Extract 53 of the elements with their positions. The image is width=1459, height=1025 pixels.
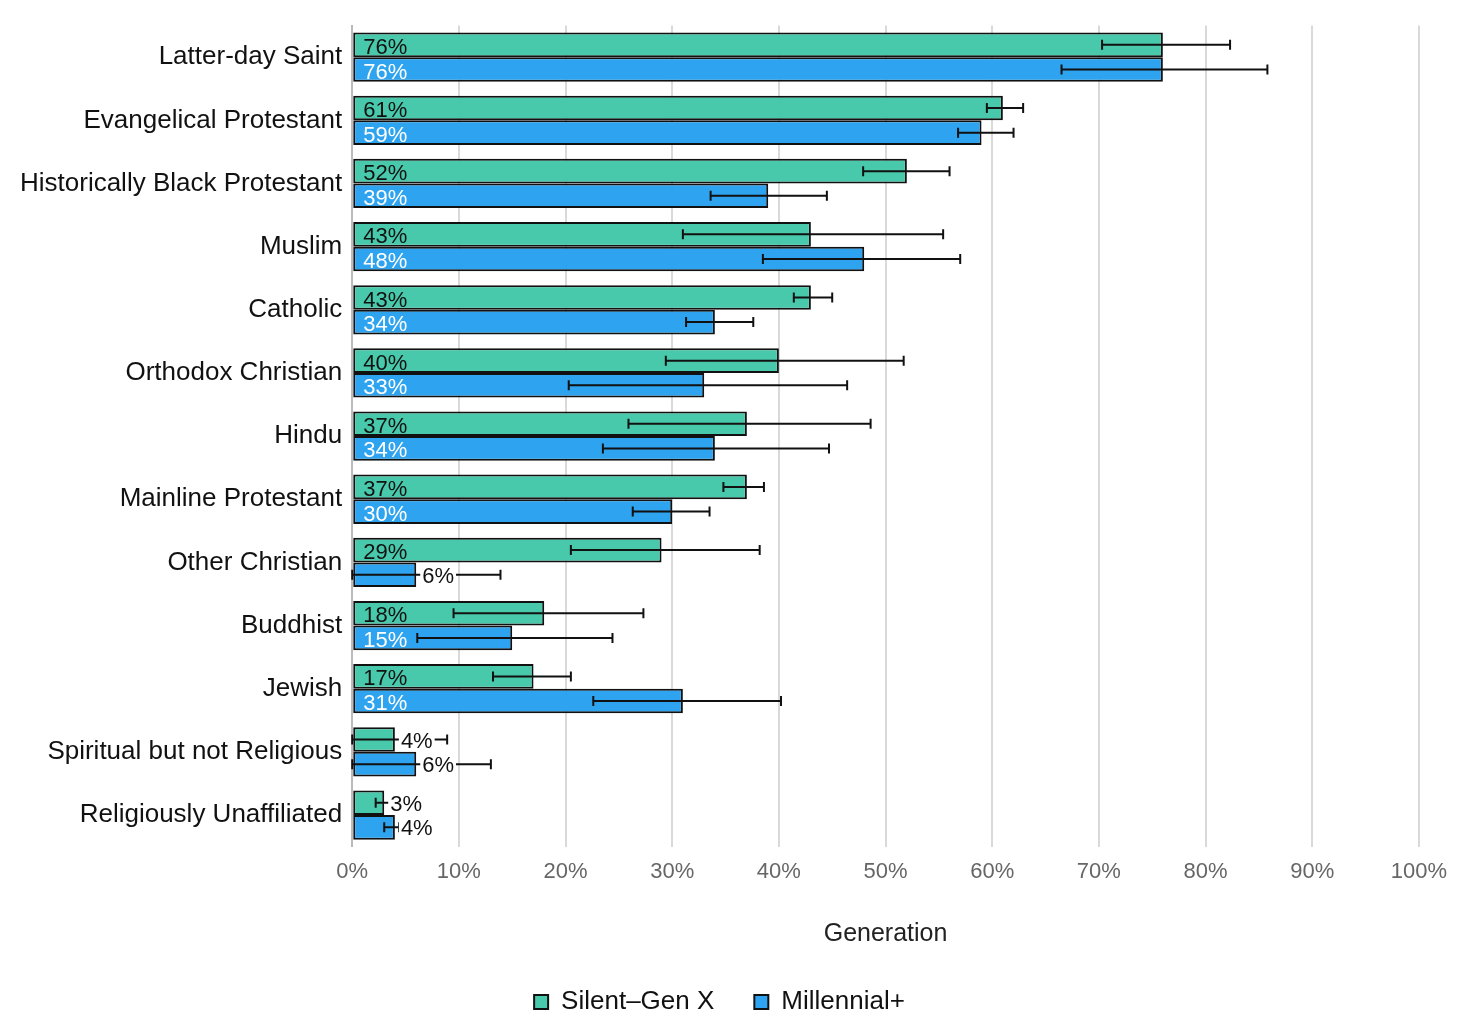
x-axis-title: Generation <box>823 917 948 946</box>
y-tick-label: Spiritual but not Religious <box>47 735 343 766</box>
y-tick-label: Muslim <box>259 229 343 260</box>
data-label: 17% <box>363 665 408 691</box>
x-tick-label: 40% <box>756 857 801 883</box>
y-tick-label: Jewish <box>262 671 343 702</box>
y-tick-label: Catholic <box>248 292 343 323</box>
x-tick-label: 70% <box>1076 857 1121 883</box>
y-tick-label: Mainline Protestant <box>119 482 343 513</box>
data-label: 18% <box>363 602 408 628</box>
data-label: 43% <box>363 223 408 249</box>
data-label: 40% <box>363 349 408 375</box>
y-tick-label: Other Christian <box>167 545 343 576</box>
x-tick-label: 0% <box>336 857 369 883</box>
data-label: 34% <box>363 437 408 463</box>
x-tick-label: 50% <box>863 857 908 883</box>
data-label: 61% <box>363 97 408 123</box>
x-tick-label: 20% <box>543 857 588 883</box>
legend-label: Millennial+ <box>781 985 905 1016</box>
y-tick-label: Religiously Unaffiliated <box>79 798 343 829</box>
data-label: 76% <box>363 58 408 84</box>
data-label: 31% <box>363 690 408 716</box>
x-tick-label: 80% <box>1183 857 1228 883</box>
x-tick-label: 60% <box>970 857 1015 883</box>
data-label: 39% <box>363 184 408 210</box>
data-label: 59% <box>363 121 408 147</box>
y-tick-label: Orthodox Christian <box>125 356 343 387</box>
data-label: 6% <box>422 562 455 588</box>
y-tick-label: Historically Black Protestant <box>19 166 343 197</box>
data-label: 15% <box>363 626 408 652</box>
data-label: 48% <box>363 248 408 274</box>
data-label: 4% <box>400 727 433 753</box>
x-tick-label: 30% <box>650 857 695 883</box>
legend-label: Silent–Gen X <box>561 985 715 1016</box>
y-tick-label: Hindu <box>274 419 343 450</box>
x-tick-label: 10% <box>436 857 481 883</box>
data-label: 4% <box>400 815 433 841</box>
y-tick-label: Latter-day Saint <box>158 40 343 71</box>
data-label: 43% <box>363 286 408 312</box>
data-label: 37% <box>363 476 408 501</box>
data-label: 37% <box>363 412 408 438</box>
y-tick-label: Evangelical Protestant <box>83 103 343 134</box>
data-label: 34% <box>363 311 408 337</box>
data-label: 6% <box>422 752 455 778</box>
data-label: 30% <box>363 500 408 526</box>
data-label: 29% <box>363 539 408 565</box>
data-label: 3% <box>390 790 423 816</box>
x-tick-label: 100% <box>1390 857 1448 883</box>
x-tick-label: 90% <box>1290 857 1335 883</box>
data-label: 33% <box>363 374 408 400</box>
data-label: 76% <box>363 33 408 59</box>
y-tick-label: Buddhist <box>241 608 343 639</box>
data-label: 52% <box>363 160 408 186</box>
